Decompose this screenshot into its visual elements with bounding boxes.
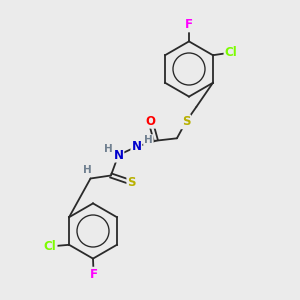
Text: O: O: [146, 115, 155, 128]
Text: N: N: [131, 140, 141, 153]
Text: Cl: Cl: [44, 240, 57, 253]
Text: H: H: [144, 135, 153, 145]
Text: S: S: [128, 176, 136, 189]
Text: Cl: Cl: [224, 46, 237, 59]
Text: S: S: [182, 115, 190, 128]
Text: F: F: [90, 268, 98, 281]
Text: H: H: [104, 143, 113, 154]
Text: N: N: [113, 148, 123, 162]
Text: H: H: [83, 164, 92, 175]
Text: F: F: [185, 18, 193, 32]
